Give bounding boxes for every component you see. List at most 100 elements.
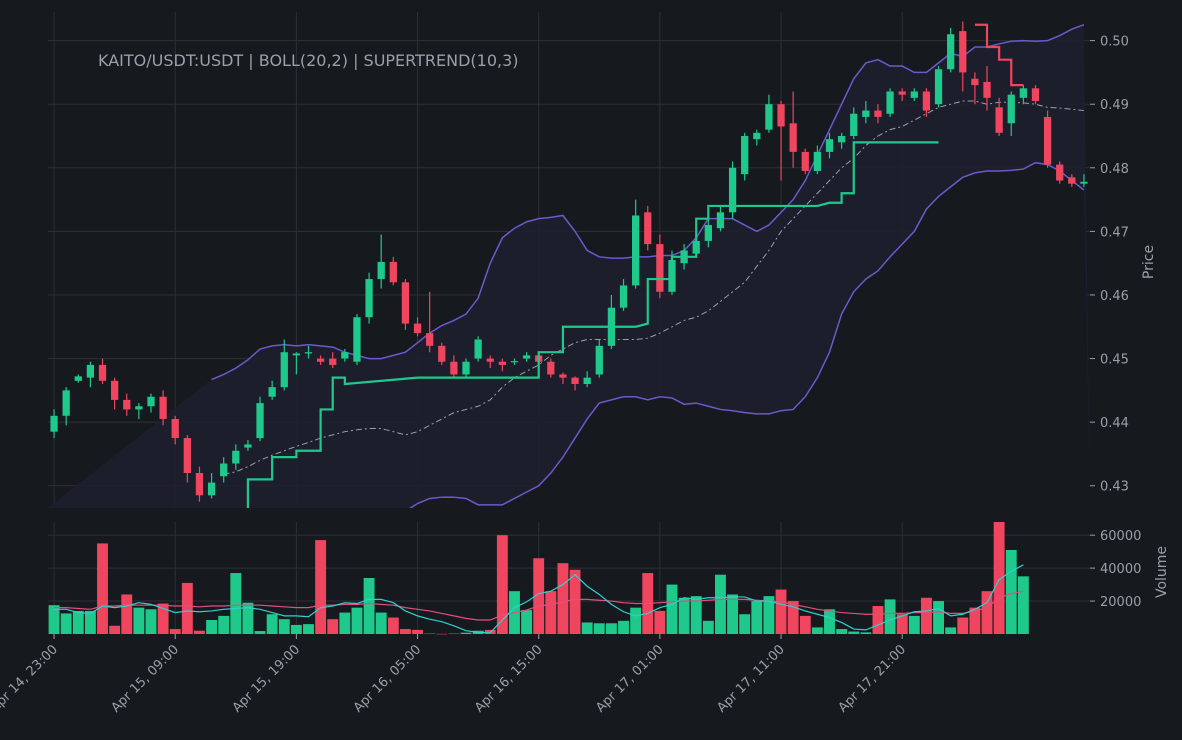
candle-body	[1007, 94, 1015, 124]
candle-body	[983, 81, 991, 98]
candle-body	[280, 352, 288, 388]
candle-body	[1031, 88, 1040, 102]
candle-body	[268, 387, 276, 397]
candle-body	[898, 91, 906, 95]
volume-bar	[593, 623, 605, 634]
candle-body	[644, 212, 652, 245]
bollinger-mid-line	[223, 100, 1084, 475]
volume-bar	[436, 633, 448, 635]
volume-bar	[351, 607, 363, 634]
candle-body	[74, 376, 82, 381]
volume-bar	[412, 629, 423, 634]
volume-bar	[375, 612, 387, 634]
time-tick-label: Apr 16, 15:00	[472, 642, 545, 715]
time-tick-label: Apr 17, 11:00	[714, 642, 787, 715]
candle-body	[304, 352, 313, 354]
price-tick-label: 0.50	[1100, 35, 1129, 50]
volume-bars-layer	[48, 522, 1029, 635]
candle-body	[462, 361, 470, 375]
volume-bar	[84, 610, 96, 634]
volume-bar	[884, 599, 896, 634]
volume-bar	[811, 627, 823, 634]
price-tick-label: 0.47	[1100, 225, 1129, 240]
candle-body	[474, 339, 482, 359]
candle-body	[619, 285, 628, 308]
volume-tick-label: 60000	[1100, 529, 1141, 544]
candle-body	[389, 261, 397, 283]
volume-bar	[981, 591, 993, 634]
volume-bar	[181, 582, 193, 634]
volume-bar	[533, 558, 545, 634]
volume-bar	[521, 610, 533, 634]
volume-bar	[496, 535, 508, 634]
volume-bar	[715, 574, 726, 634]
candle-body	[486, 358, 494, 362]
candle-body	[777, 104, 785, 127]
candle-body	[583, 377, 591, 384]
candle-body	[595, 345, 603, 375]
volume-bar	[908, 615, 920, 634]
candle-body	[171, 418, 179, 439]
volume-bar	[169, 629, 181, 634]
candle-body	[741, 136, 749, 175]
candle-body	[632, 215, 640, 286]
volume-bar	[290, 624, 302, 634]
candle-body	[98, 364, 107, 381]
volume-bar	[303, 624, 314, 634]
candle-body	[971, 78, 979, 86]
candle-body	[62, 390, 70, 416]
candle-body	[801, 151, 809, 171]
volume-bar	[399, 629, 411, 634]
candle-body	[401, 282, 410, 324]
candle-body	[207, 482, 216, 496]
volume-bar	[581, 622, 593, 634]
candle-body	[377, 261, 385, 280]
candle-body	[959, 31, 967, 73]
candle-body	[244, 444, 252, 448]
volume-bar	[872, 606, 884, 634]
volume-bar	[484, 629, 496, 634]
price-tick-label: 0.46	[1100, 289, 1129, 304]
volume-bar	[387, 617, 399, 634]
candle-body	[353, 317, 361, 362]
candle-body	[704, 225, 712, 241]
volume-bar	[109, 625, 121, 634]
volume-bar	[327, 619, 339, 634]
volume-bar	[993, 522, 1005, 634]
candle-body	[1043, 116, 1052, 165]
candle-body	[498, 361, 506, 365]
candle-body	[886, 91, 894, 114]
volume-bar	[787, 601, 799, 634]
candle-body	[123, 399, 131, 410]
volume-bar	[702, 620, 714, 634]
candle-body	[716, 212, 725, 229]
price-tick-label: 0.44	[1100, 416, 1129, 431]
candle-body	[1080, 181, 1088, 184]
candle-body	[1068, 177, 1076, 184]
volume-bar	[727, 594, 739, 634]
candle-body	[874, 110, 882, 117]
candle-body	[825, 139, 834, 152]
volume-bar	[97, 543, 108, 634]
volume-bar	[860, 632, 872, 634]
volume-bar	[424, 633, 436, 635]
price-tick-label: 0.48	[1100, 162, 1129, 177]
volume-bar	[666, 584, 678, 634]
volume-bar	[242, 602, 254, 634]
volume-bar	[557, 563, 569, 634]
candle-body	[789, 123, 797, 152]
volume-tick-label: 40000	[1100, 562, 1141, 577]
candle-body	[850, 113, 858, 136]
candle-body	[510, 361, 519, 363]
volume-bar	[194, 630, 205, 634]
candle-body	[413, 323, 422, 334]
supertrend-down-line	[974, 23, 1024, 87]
candle-body	[220, 463, 228, 477]
candle-body	[292, 353, 301, 356]
candle-body	[232, 450, 240, 464]
candle-body	[135, 406, 143, 410]
candle-body	[765, 104, 773, 130]
candle-body	[450, 361, 458, 375]
volume-bar	[605, 623, 617, 634]
volume-bar	[957, 617, 969, 634]
